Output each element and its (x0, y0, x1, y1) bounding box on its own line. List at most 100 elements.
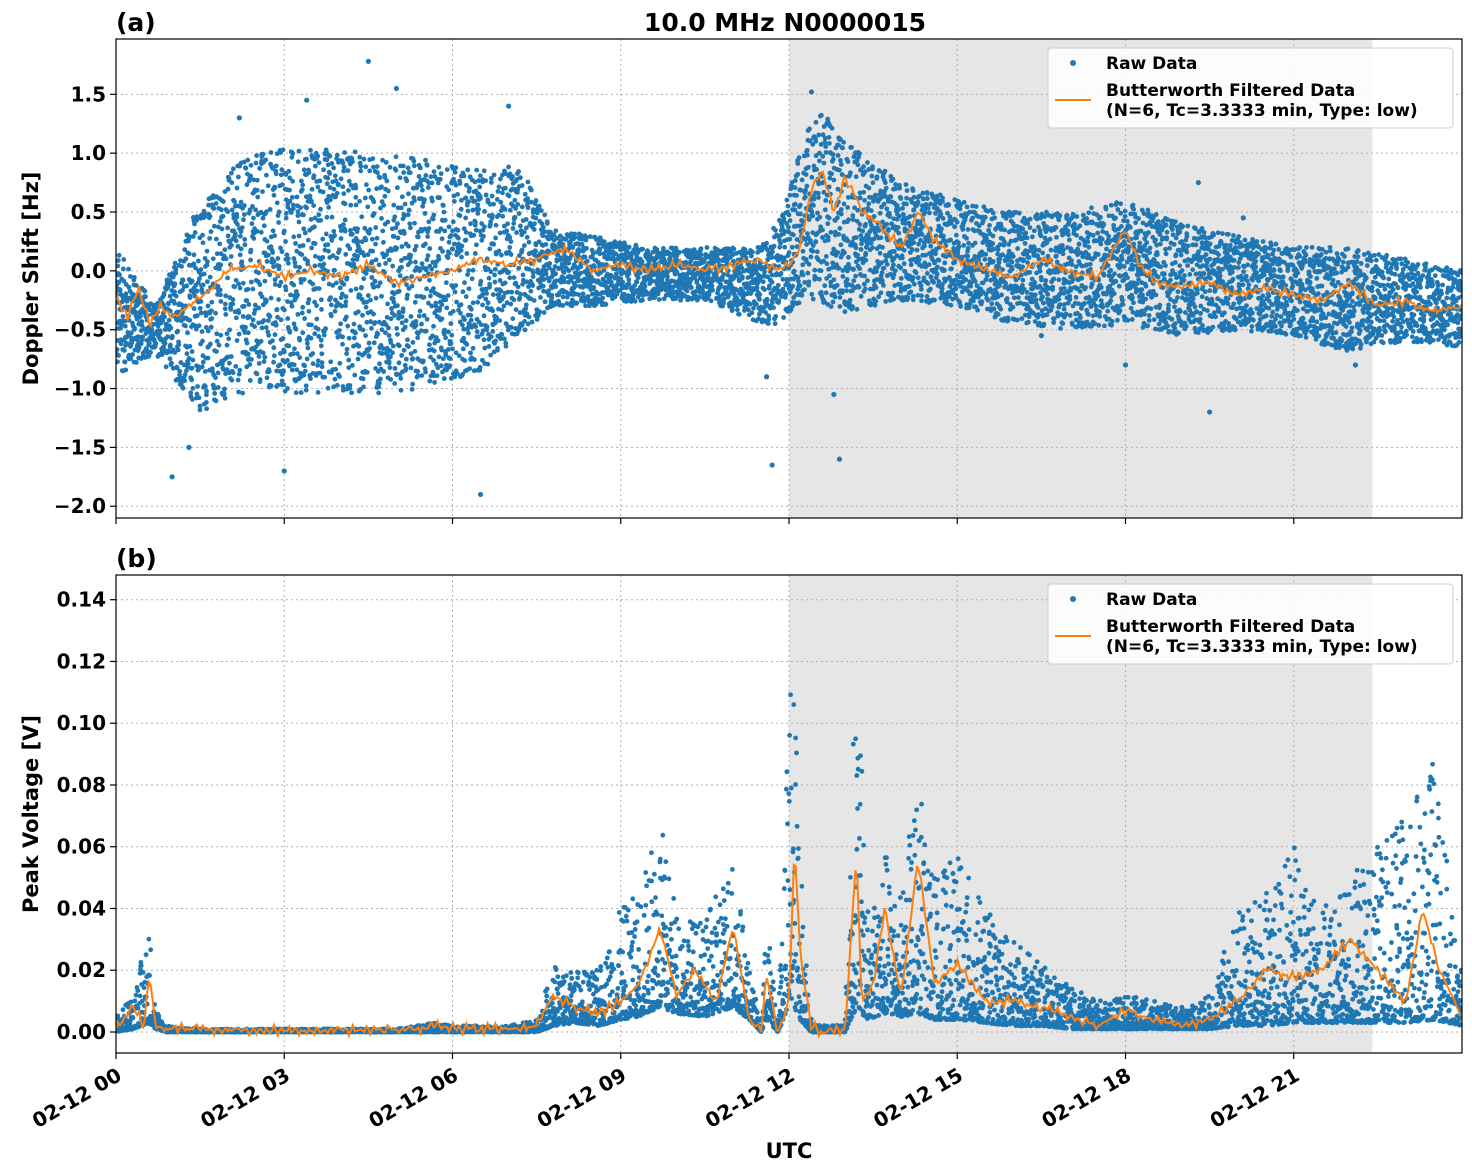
raw-data-point (413, 322, 419, 328)
raw-data-point (498, 199, 504, 205)
raw-data-point (526, 239, 532, 245)
raw-data-point (430, 259, 436, 265)
raw-data-point (279, 249, 285, 255)
raw-data-point (491, 172, 497, 178)
raw-data-point (453, 283, 459, 288)
raw-data-point (453, 165, 459, 171)
raw-data-point (887, 214, 892, 219)
raw-data-point (333, 280, 339, 286)
raw-data-point (948, 302, 954, 308)
raw-data-point (228, 354, 234, 359)
raw-data-point (183, 256, 189, 262)
raw-data-point (213, 398, 219, 404)
raw-data-point (283, 172, 289, 177)
raw-data-point (167, 293, 173, 299)
raw-data-point (642, 283, 648, 289)
raw-data-point (481, 313, 487, 319)
raw-data-point (888, 194, 894, 200)
raw-data-point (226, 336, 232, 342)
raw-data-point (364, 369, 370, 375)
raw-data-point (762, 287, 767, 292)
raw-data-point (309, 245, 314, 251)
raw-data-point (463, 215, 469, 221)
raw-data-point (898, 275, 904, 281)
raw-data-point (533, 215, 539, 221)
raw-data-point (205, 355, 211, 361)
raw-data-point (412, 348, 418, 354)
raw-data-point (408, 365, 414, 371)
raw-data-point (248, 279, 254, 285)
raw-data-point (166, 317, 172, 323)
raw-data-point (430, 333, 435, 339)
raw-data-point (431, 348, 437, 354)
raw-data-point (288, 292, 293, 298)
raw-data-point (952, 224, 957, 230)
raw-data-point (454, 299, 459, 305)
raw-data-point (857, 151, 862, 157)
raw-data-point (920, 224, 925, 230)
raw-data-point (463, 195, 469, 201)
raw-data-point (413, 318, 419, 324)
raw-data-point (257, 282, 263, 287)
raw-data-point (560, 303, 566, 308)
raw-data-point (868, 208, 874, 214)
raw-data-point (637, 270, 643, 276)
raw-data-point (406, 243, 411, 249)
raw-data-point (525, 179, 531, 185)
raw-data-point (704, 245, 710, 250)
raw-data-point (245, 351, 251, 357)
raw-data-point (132, 325, 137, 331)
raw-data-point (315, 389, 321, 395)
raw-data-point (537, 309, 543, 315)
raw-data-point (261, 359, 267, 364)
raw-data-point (957, 206, 963, 212)
raw-data-point (804, 183, 810, 189)
raw-data-point (303, 194, 309, 200)
raw-data-point (398, 376, 404, 381)
raw-data-point (415, 368, 421, 374)
raw-data-point (426, 219, 432, 225)
raw-data-point (442, 327, 447, 333)
raw-data-point (229, 170, 234, 176)
raw-data-point (435, 365, 441, 371)
raw-data-point (771, 305, 776, 311)
raw-data-point (291, 362, 297, 368)
raw-data-point (799, 177, 805, 183)
raw-data-point (240, 314, 246, 319)
raw-data-point (294, 367, 300, 373)
raw-data-point (301, 167, 307, 173)
raw-data-point (478, 278, 484, 284)
raw-data-point (474, 167, 480, 173)
raw-data-point (574, 300, 580, 306)
raw-data-point (913, 270, 919, 276)
raw-data-point (337, 374, 342, 379)
raw-data-point (802, 279, 808, 285)
raw-data-point (881, 201, 887, 207)
raw-data-point (128, 330, 134, 336)
raw-data-point (402, 201, 408, 207)
raw-data-point (787, 218, 793, 223)
raw-data-point (377, 376, 383, 382)
raw-data-point (656, 297, 662, 302)
raw-data-point (278, 245, 283, 251)
raw-data-point (331, 165, 336, 171)
raw-data-point (430, 216, 436, 222)
raw-data-point (441, 209, 447, 215)
raw-data-point (460, 371, 465, 377)
raw-data-point (168, 342, 173, 348)
raw-data-point (318, 206, 323, 212)
raw-data-point (553, 284, 559, 290)
raw-data-point (880, 244, 885, 250)
raw-data-point (353, 202, 359, 208)
raw-data-point (194, 391, 200, 397)
raw-data-point (436, 354, 442, 360)
raw-data-point (470, 345, 476, 351)
raw-data-point (825, 237, 831, 243)
raw-data-point (626, 277, 632, 283)
raw-data-point (351, 335, 357, 341)
raw-data-point (202, 255, 208, 261)
raw-data-point (376, 384, 382, 390)
raw-data-point (347, 383, 353, 388)
raw-data-point (862, 286, 868, 292)
raw-data-point (173, 268, 179, 273)
